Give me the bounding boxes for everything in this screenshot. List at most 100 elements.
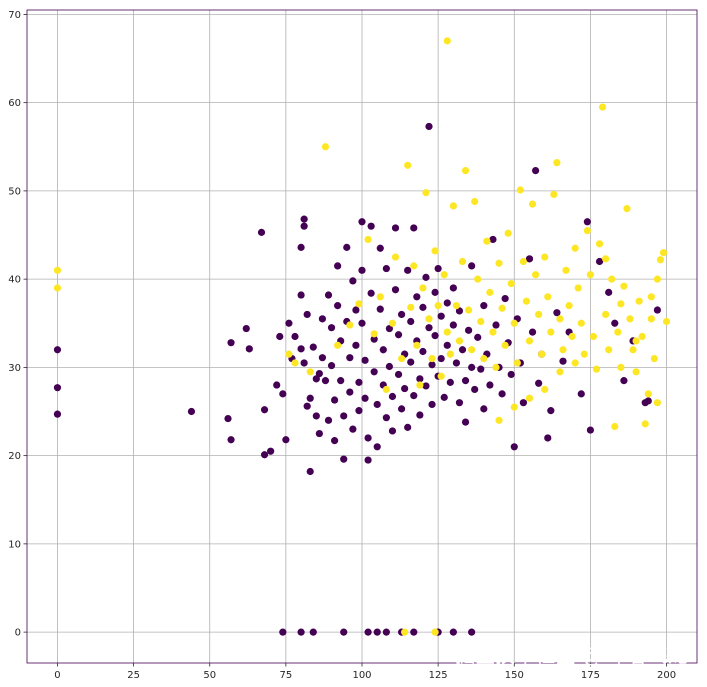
point-class-0: [446, 378, 454, 386]
point-class-1: [620, 282, 628, 290]
point-class-0: [279, 390, 287, 398]
point-class-0: [605, 288, 613, 296]
point-class-0: [337, 377, 345, 385]
point-class-1: [510, 319, 518, 327]
point-class-0: [321, 377, 330, 385]
point-class-1: [382, 385, 390, 394]
point-class-1: [580, 350, 588, 358]
point-class-0: [611, 319, 619, 327]
point-class-0: [410, 392, 418, 400]
point-class-1: [653, 275, 662, 283]
point-class-0: [273, 381, 281, 389]
point-class-0: [464, 326, 473, 334]
point-class-0: [340, 628, 348, 636]
point-class-0: [227, 436, 235, 444]
point-class-0: [343, 243, 351, 251]
point-class-0: [440, 393, 448, 401]
point-class-1: [434, 302, 442, 310]
point-class-0: [431, 332, 439, 340]
point-class-0: [385, 362, 394, 371]
point-class-0: [553, 309, 561, 317]
point-class-1: [519, 257, 528, 266]
point-class-0: [397, 405, 406, 413]
point-class-0: [227, 339, 235, 347]
point-class-0: [437, 354, 445, 363]
x-tick-label: 75: [279, 670, 292, 681]
point-class-1: [306, 368, 314, 376]
point-class-1: [495, 416, 503, 424]
point-class-0: [620, 377, 628, 385]
point-class-0: [547, 407, 555, 415]
point-class-0: [458, 346, 467, 354]
y-tick-label: 30: [8, 363, 21, 374]
point-class-0: [260, 451, 269, 459]
point-class-1: [538, 350, 546, 358]
point-class-0: [468, 363, 476, 371]
point-class-1: [641, 420, 649, 428]
point-class-0: [361, 394, 369, 402]
point-class-1: [437, 372, 445, 380]
point-class-1: [516, 186, 524, 194]
point-class-1: [425, 315, 433, 323]
point-class-0: [428, 361, 436, 369]
x-tick-label: 0: [54, 670, 60, 681]
point-class-1: [605, 346, 613, 354]
point-class-0: [330, 437, 339, 445]
point-class-0: [364, 456, 372, 464]
point-class-0: [315, 429, 323, 438]
point-class-0: [352, 306, 360, 314]
point-class-1: [611, 422, 619, 431]
point-class-0: [330, 396, 339, 404]
point-class-1: [644, 390, 652, 398]
point-class-0: [267, 447, 275, 455]
point-class-1: [480, 354, 488, 363]
point-class-0: [300, 215, 308, 223]
point-class-1: [583, 227, 591, 235]
point-class-1: [571, 359, 579, 367]
point-class-0: [394, 331, 403, 339]
point-class-0: [486, 381, 494, 389]
point-class-0: [474, 333, 482, 341]
point-class-0: [449, 321, 457, 329]
point-class-1: [589, 332, 598, 341]
data-points: [53, 37, 671, 636]
axis-ticks: 0 25 50 75 100 125 150 175 200 0 10 20 30 40 50 60 70: [8, 10, 676, 681]
point-class-1: [626, 315, 634, 323]
point-class-0: [379, 346, 387, 354]
point-class-1: [504, 229, 512, 237]
point-class-0: [358, 319, 366, 327]
point-class-1: [650, 354, 658, 363]
point-class-1: [483, 237, 491, 245]
point-class-0: [364, 434, 372, 442]
point-class-1: [388, 319, 397, 327]
point-class-0: [416, 411, 424, 419]
point-class-0: [370, 368, 378, 376]
point-class-0: [285, 319, 293, 327]
point-class-0: [422, 382, 430, 390]
point-class-1: [586, 271, 595, 279]
point-class-0: [334, 262, 342, 270]
point-class-0: [260, 406, 269, 414]
y-tick-label: 0: [15, 628, 21, 639]
point-class-0: [431, 288, 439, 296]
point-class-1: [617, 363, 625, 371]
point-class-0: [306, 394, 314, 402]
point-class-1: [659, 249, 668, 257]
point-class-0: [449, 628, 457, 636]
point-class-1: [461, 167, 470, 175]
point-class-1: [602, 255, 610, 263]
point-class-0: [507, 370, 515, 379]
point-class-0: [324, 291, 333, 299]
point-class-1: [550, 190, 558, 199]
point-class-0: [355, 378, 363, 386]
point-class-0: [361, 356, 369, 364]
point-class-0: [291, 332, 299, 341]
point-class-0: [300, 222, 308, 230]
point-class-0: [364, 628, 372, 636]
x-tick-label: 150: [505, 670, 524, 681]
point-class-0: [279, 628, 287, 636]
point-class-1: [416, 381, 424, 389]
point-class-0: [595, 257, 604, 266]
point-class-1: [608, 275, 616, 283]
point-class-0: [312, 412, 320, 420]
